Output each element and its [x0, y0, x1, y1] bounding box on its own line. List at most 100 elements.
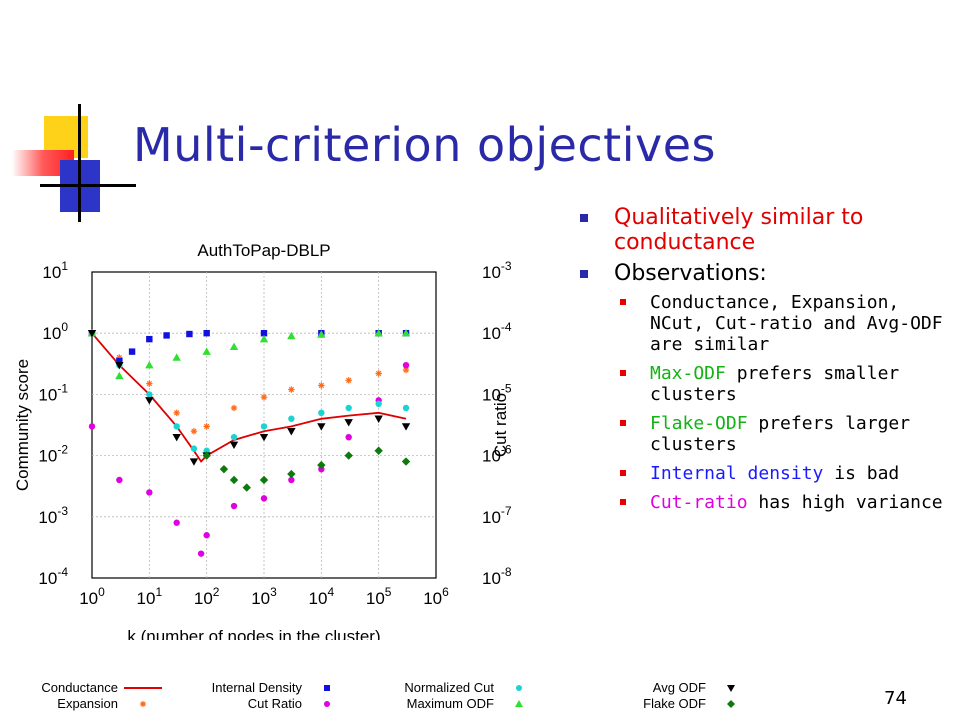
x-tick-label: 102: [194, 585, 220, 608]
y2-tick-base: 10: [482, 569, 501, 588]
point-expansion: [288, 386, 295, 393]
point-normalized-cut: [260, 423, 268, 430]
point-flake-odf: [287, 469, 296, 479]
sub-bullet-similar-text: Conductance, Expansion, NCut, Cut-ratio …: [650, 292, 943, 355]
point-flake-odf: [242, 483, 251, 492]
sub-bullet-similar: Conductance, Expansion, NCut, Cut-ratio …: [614, 292, 953, 355]
legend-label-normalized-cut: Normalized Cut: [404, 680, 494, 695]
bullet-observations: Observations:: [578, 261, 953, 286]
point-expansion-d2: [376, 370, 382, 377]
legend-swatch-cut-ratio: [324, 701, 330, 707]
point-flake-odf: [374, 446, 383, 455]
x-tick-exponent: 6: [442, 585, 449, 599]
sub-bullet-cut-ratio-rest: has high variance: [747, 492, 943, 513]
point-avg-odf: [401, 423, 411, 431]
y-tick-exponent: -2: [57, 443, 68, 457]
point-normalized-cut: [190, 445, 198, 452]
point-expansion: [345, 377, 352, 384]
y-tick-exponent: 0: [61, 320, 68, 334]
y-tick-exponent: 1: [61, 259, 68, 273]
point-avg-odf: [374, 415, 383, 423]
sub-bullet-flake-odf-rest: prefers larger clusters: [650, 413, 911, 455]
point-avg-odf: [87, 330, 97, 338]
legend-label-internal-density: Internal Density: [212, 680, 303, 695]
y-tick-label: 100: [42, 320, 68, 343]
x-tick-exponent: 5: [385, 585, 392, 599]
point-flake-odf: [219, 464, 229, 474]
point-maximum-odf: [202, 347, 211, 355]
point-maximum-odf: [374, 329, 383, 337]
point-flake-odf: [401, 457, 411, 466]
point-expansion: [146, 380, 153, 387]
point-internal-density: [116, 357, 123, 365]
x-tick-exponent: 2: [213, 585, 220, 599]
chart-container: 100 101 102 103 104 105 106 10-4 10-3 10-2 10-1 100…: [0, 230, 520, 646]
sub-bullet-list: Conductance, Expansion, NCut, Cut-ratio …: [614, 292, 953, 513]
x-tick-base: 10: [423, 589, 442, 608]
x-tick-base: 10: [194, 589, 213, 608]
y2-axis-label: Cut ratio: [491, 393, 510, 457]
point-expansion-d2: [204, 423, 210, 430]
bullet-qualitative: Qualitatively similar to conductance: [578, 205, 953, 255]
legend-swatch-expansion-d2: [140, 701, 146, 707]
x-tick-label: 103: [251, 585, 277, 608]
x-tick-label: 106: [423, 585, 449, 608]
point-expansion-d2: [174, 410, 180, 416]
point-cut-ratio: [88, 423, 96, 430]
y2-tick-base: 10: [482, 447, 501, 466]
y2-tick-base: 10: [482, 385, 501, 404]
point-expansion: [190, 428, 198, 435]
y2-tick-base: 10: [482, 508, 501, 527]
y2-tick-exponent: -8: [501, 565, 512, 579]
y-tick-label: 10-4: [38, 565, 68, 588]
point-avg-odf: [189, 458, 199, 466]
x-axis-label: k (number of nodes in the cluster): [127, 627, 380, 640]
point-expansion-d2: [318, 382, 324, 389]
point-expansion: [230, 404, 238, 412]
point-avg-odf: [259, 433, 269, 442]
point-cut-ratio: [197, 550, 205, 557]
x-tick-label: 105: [366, 585, 392, 608]
y2-tick-exponent: -4: [501, 320, 512, 334]
page-number: 74: [884, 688, 907, 709]
point-cut-ratio: [203, 532, 210, 539]
x-tick-base: 10: [251, 589, 270, 608]
point-flake-odf: [259, 475, 269, 485]
y2-tick-exponent: -7: [501, 504, 512, 518]
chart-title: AuthToPap-DBLP: [197, 241, 330, 260]
point-cut-ratio: [260, 495, 268, 502]
point-normalized-cut: [345, 404, 352, 412]
chart-legend: Conductance Expansion Internal Density Cut …: [0, 674, 960, 720]
point-flake-odf: [317, 460, 326, 470]
point-flake-odf: [202, 451, 211, 460]
point-normalized-cut: [230, 433, 238, 441]
y-tick-base: 10: [42, 263, 61, 282]
y-tick-base: 10: [38, 447, 57, 466]
point-maximum-odf: [317, 330, 326, 338]
point-maximum-odf: [145, 361, 154, 369]
y-tick-base: 10: [38, 569, 57, 588]
x-tick-label: 100: [79, 585, 105, 608]
point-expansion-d2: [346, 377, 352, 383]
legend-label-maximum-odf: Maximum ODF: [407, 696, 494, 711]
y-tick-label: 101: [42, 259, 68, 282]
x-tick-exponent: 1: [155, 585, 162, 599]
point-cut-ratio: [345, 433, 352, 441]
point-expansion: [375, 370, 382, 377]
y-tick-base: 10: [38, 385, 57, 404]
y-tick-base: 10: [42, 324, 61, 343]
x-tick-exponent: 0: [98, 585, 105, 599]
sub-bullet-flake-odf-key: Flake-ODF: [650, 413, 748, 434]
point-flake-odf: [344, 451, 353, 460]
point-expansion-d2: [231, 405, 237, 411]
slide-title: Multi-criterion objectives: [133, 118, 716, 172]
point-expansion-d2: [261, 394, 267, 400]
point-avg-odf: [229, 441, 239, 450]
point-maximum-odf: [401, 329, 411, 337]
x-tick-base: 10: [309, 589, 328, 608]
y2-tick-exponent: -6: [501, 443, 512, 457]
point-expansion-d2: [146, 380, 152, 387]
point-cut-ratio: [146, 489, 153, 496]
point-internal-density: [163, 332, 170, 339]
